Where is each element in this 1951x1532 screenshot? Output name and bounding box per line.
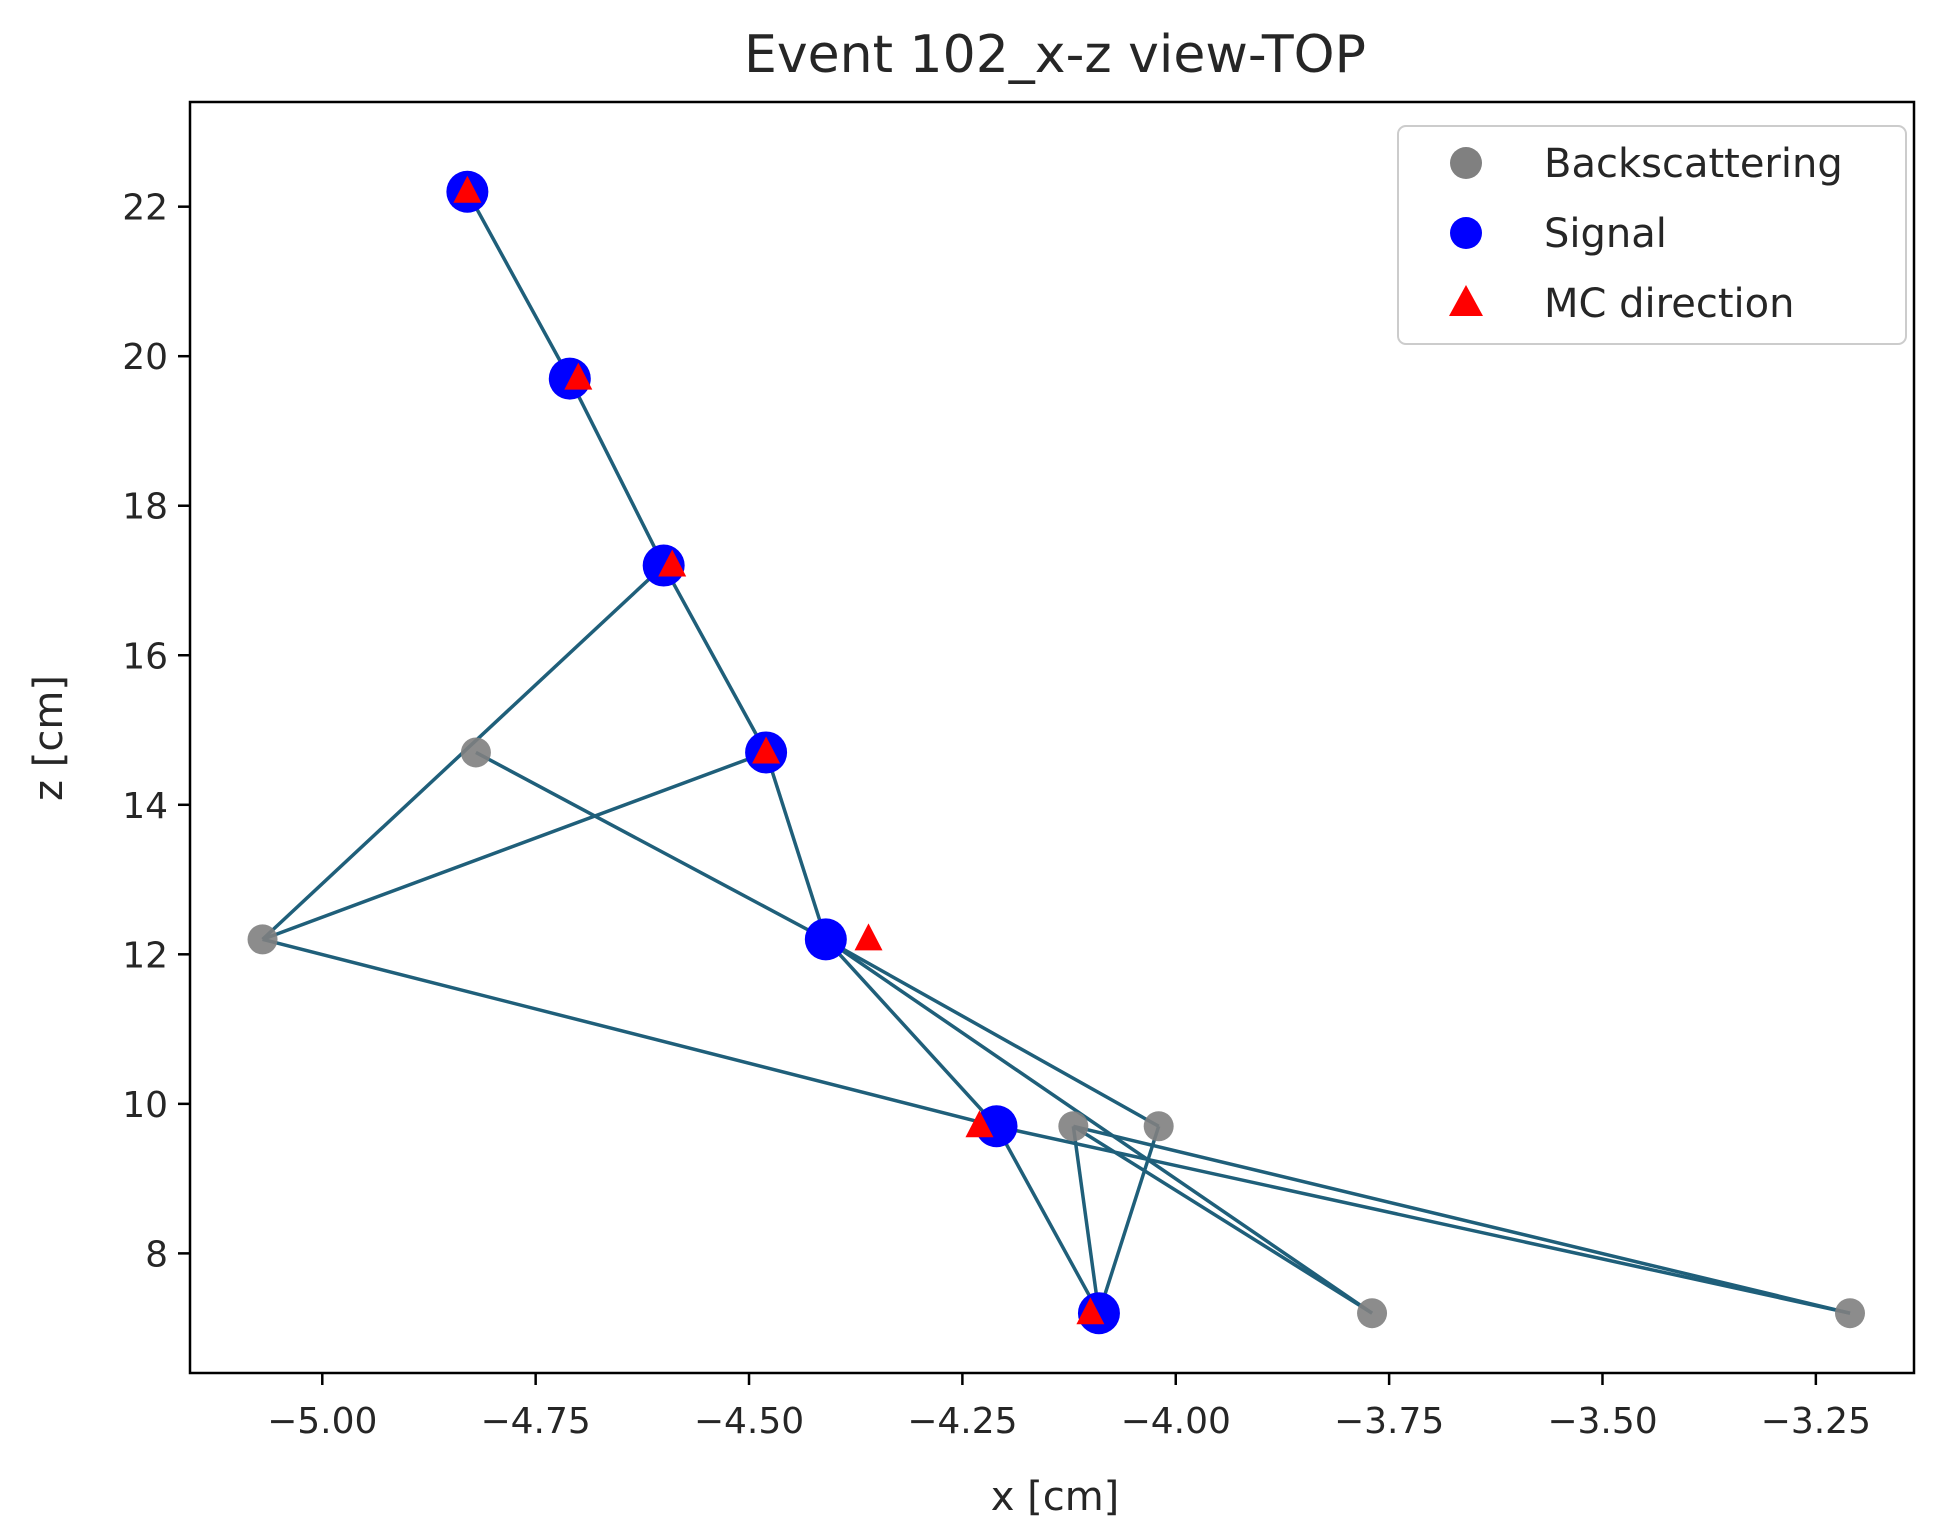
y-axis-label: z [cm]: [26, 675, 72, 801]
connection-line: [1097, 1125, 1161, 1314]
connection-line: [1072, 1124, 1851, 1315]
connection-line: [824, 937, 1374, 1315]
connection-line: [1071, 1126, 1101, 1314]
connection-line: [996, 1124, 1851, 1315]
connection-line: [662, 564, 768, 754]
legend-marker-signal: [1450, 217, 1482, 249]
connection-line: [994, 1125, 1101, 1315]
y-tick-label: 14: [122, 786, 168, 827]
x-tick-label: −4.00: [1121, 1401, 1231, 1442]
mc-direction-point: [752, 736, 781, 764]
mc-direction-point: [564, 362, 593, 390]
mc-direction-point: [658, 549, 687, 577]
legend-label-backscattering: Backscattering: [1544, 141, 1843, 187]
connection-line: [261, 750, 767, 942]
legend-marker-mc-direction: [1449, 285, 1483, 316]
x-tick-label: −3.75: [1334, 1401, 1444, 1442]
mc-direction-point: [453, 175, 482, 203]
backscattering-point: [1058, 1111, 1089, 1142]
x-axis-ticks: −5.00 −4.75 −4.50 −4.25 −4.00 −3.75 −3.50 −3.25: [267, 1373, 1871, 1442]
y-tick-label: 12: [122, 935, 168, 976]
y-tick-label: 16: [122, 636, 168, 677]
connection-line: [475, 750, 827, 941]
mc-direction-point: [965, 1110, 994, 1138]
y-tick-label: 18: [122, 487, 168, 528]
x-tick-label: −5.00: [267, 1401, 377, 1442]
legend-marker-backscattering: [1450, 147, 1482, 179]
connection-line: [824, 937, 1160, 1128]
legend-label-mc-direction: MC direction: [1544, 281, 1794, 327]
connection-line: [1072, 1124, 1373, 1315]
y-tick-label: 20: [122, 337, 168, 378]
backscattering-point: [460, 737, 491, 768]
y-tick-label: 22: [122, 188, 168, 229]
connection-line: [824, 938, 998, 1128]
backscattering-point: [1357, 1298, 1388, 1329]
connection-line: [764, 751, 828, 940]
x-tick-label: −3.25: [1761, 1401, 1871, 1442]
x-axis-label: x [cm]: [991, 1474, 1120, 1520]
backscattering-point: [1834, 1298, 1865, 1329]
legend-label-signal: Signal: [1544, 211, 1667, 257]
connection-line: [568, 377, 666, 567]
backscattering-point: [1143, 1111, 1174, 1142]
x-tick-label: −3.50: [1547, 1401, 1657, 1442]
backscattering-point: [247, 924, 278, 955]
connection-line: [262, 937, 997, 1128]
y-axis-ticks: 8 10 12 14 16 18 20 22: [122, 188, 190, 1275]
x-tick-label: −4.25: [907, 1401, 1017, 1442]
chart-title: Event 102_x-z view-TOP: [744, 25, 1366, 85]
signal-point: [804, 918, 847, 961]
legend-box: [1397, 125, 1907, 345]
y-tick-label: 8: [145, 1234, 168, 1275]
x-tick-label: −4.75: [480, 1401, 590, 1442]
mc-direction-point: [854, 923, 883, 951]
connection-line: [465, 190, 572, 380]
connection-lines: [261, 190, 1851, 1315]
x-tick-label: −4.50: [694, 1401, 804, 1442]
legend: Backscattering Signal MC direction: [1397, 125, 1907, 345]
mc-direction-point: [1076, 1297, 1105, 1325]
data-points: [247, 170, 1865, 1335]
y-tick-label: 10: [122, 1085, 168, 1126]
